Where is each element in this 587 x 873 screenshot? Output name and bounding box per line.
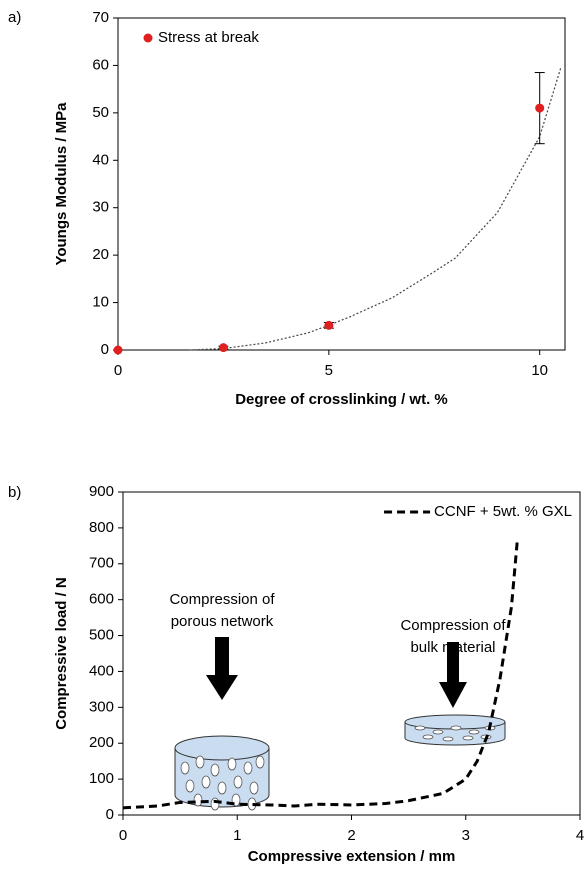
y-tick-label: 700 (89, 555, 114, 572)
y-tick-label: 200 (89, 734, 114, 751)
y-tick-label: 300 (89, 698, 114, 715)
y-axis-title: Youngs Modulus / MPa (53, 102, 70, 266)
panel-label: a) (8, 9, 21, 26)
illustration (174, 637, 506, 811)
y-tick-label: 0 (101, 341, 109, 358)
annotation: bulk material (410, 639, 495, 656)
x-tick-label: 1 (233, 827, 241, 844)
trendline (189, 67, 562, 351)
y-tick-label: 500 (89, 627, 114, 644)
legend-label: CCNF + 5wt. % GXL (434, 503, 572, 520)
y-tick-label: 60 (92, 56, 109, 73)
y-tick-label: 30 (92, 199, 109, 216)
x-tick-label: 4 (576, 827, 584, 844)
x-tick-label: 2 (347, 827, 355, 844)
y-tick-label: 20 (92, 246, 109, 263)
x-axis-title: Compressive extension / mm (248, 848, 456, 865)
plot-frame (117, 17, 566, 351)
annotation: Compression of (400, 617, 506, 634)
legend-marker (143, 33, 153, 43)
x-tick-label: 3 (462, 827, 470, 844)
annotation: porous network (171, 613, 274, 630)
x-tick-label: 0 (114, 362, 122, 379)
y-tick-label: 50 (92, 104, 109, 121)
y-tick-label: 800 (89, 519, 114, 536)
x-tick-label: 0 (119, 827, 127, 844)
y-tick-label: 70 (92, 9, 109, 26)
y-tick-label: 10 (92, 294, 109, 311)
data-point (535, 103, 545, 113)
data-line (122, 542, 519, 810)
y-tick-label: 600 (89, 591, 114, 608)
x-axis-title: Degree of crosslinking / wt. % (235, 391, 448, 408)
y-axis-title: Compressive load / N (53, 577, 70, 730)
annotation: Compression of (169, 591, 275, 608)
data-point (324, 320, 334, 330)
y-tick-label: 40 (92, 151, 109, 168)
y-tick-label: 100 (89, 770, 114, 787)
x-tick-label: 10 (531, 362, 548, 379)
y-tick-label: 900 (89, 483, 114, 500)
y-tick-label: 0 (106, 806, 114, 823)
x-tick-label: 5 (325, 362, 333, 379)
data-point (218, 343, 228, 353)
y-tick-label: 400 (89, 662, 114, 679)
legend-label: Stress at break (158, 29, 259, 46)
panel-label: b) (8, 484, 21, 501)
data-point (113, 345, 123, 355)
